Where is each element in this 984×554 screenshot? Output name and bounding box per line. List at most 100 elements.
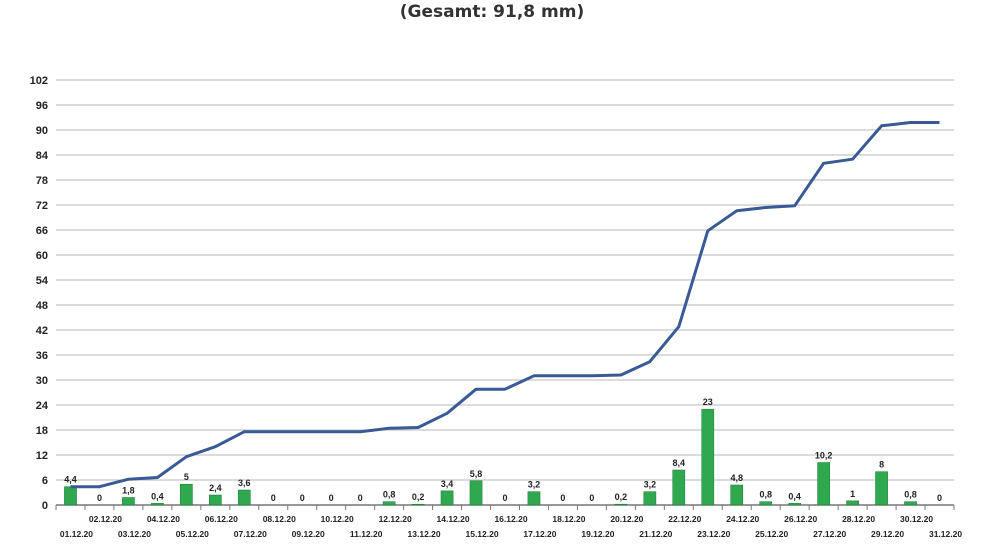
rain-bar (846, 500, 859, 506)
x-tick-label: 03.12.20 (118, 529, 151, 539)
y-tick-label: 96 (36, 100, 48, 112)
cumulative-line-path (70, 121, 940, 489)
rain-bar (64, 486, 77, 506)
rain-bar (440, 490, 454, 506)
x-tick-label: 08.12.20 (263, 514, 296, 524)
x-tick-label: 22.12.20 (668, 514, 701, 524)
rain-bar (759, 501, 773, 506)
x-tick-label: 21.12.20 (639, 529, 672, 539)
y-tick-label: 60 (36, 250, 48, 262)
rain-bar (788, 503, 802, 506)
x-tick-label: 23.12.20 (697, 529, 730, 539)
x-tick-label: 19.12.20 (581, 529, 614, 539)
bar-value-label: 5,8 (470, 469, 483, 479)
x-tick-label: 17.12.20 (523, 529, 556, 539)
daily-bars (64, 408, 917, 506)
rain-bar (382, 501, 396, 506)
y-tick-label: 78 (36, 175, 48, 187)
rain-bar (411, 503, 425, 506)
bar-value-label: 3,4 (441, 479, 454, 489)
bar-value-label: 0,2 (615, 492, 628, 502)
x-tick-label: 30.12.20 (900, 514, 933, 524)
y-tick-label: 66 (36, 225, 48, 237)
x-tick-label: 07.12.20 (234, 529, 267, 539)
y-tick-label: 6 (42, 475, 48, 487)
x-tick-label: 25.12.20 (755, 529, 788, 539)
rain-bar (817, 462, 830, 506)
rain-bar (237, 489, 251, 506)
bar-value-label: 3,2 (528, 480, 541, 490)
bar-value-label: 2,4 (209, 483, 222, 493)
bar-value-label: 0,2 (412, 492, 425, 502)
x-tick-label: 20.12.20 (610, 514, 643, 524)
x-tick-label: 06.12.20 (205, 514, 238, 524)
rain-bar (469, 480, 483, 506)
x-axis: 01.12.20 02.12.20 03.12.20 04.12.20 05.12.20… (55, 505, 962, 539)
bar-value-label: 3,6 (238, 478, 251, 488)
y-tick-label: 72 (36, 200, 48, 212)
bar-value-label: 0 (502, 493, 507, 503)
bar-value-label: 1 (850, 489, 855, 499)
x-tick-label: 29.12.20 (871, 529, 904, 539)
rain-bar (208, 494, 222, 506)
rain-bar (672, 469, 686, 506)
chart-subtitle: (Gesamt: 91,8 mm) (399, 2, 585, 22)
bar-value-label: 0,8 (759, 490, 772, 500)
y-tick-label: 36 (36, 350, 48, 362)
x-tick-label: 12.12.20 (379, 514, 412, 524)
bar-value-label: 0,8 (904, 490, 917, 500)
bar-value-label: 10,2 (815, 451, 833, 461)
rain-bar (701, 408, 715, 506)
bar-value-label: 0 (97, 493, 102, 503)
y-tick-label: 84 (36, 150, 49, 162)
y-tick-label: 48 (36, 300, 48, 312)
bar-value-label: 4,8 (730, 473, 743, 483)
bar-value-label: 3,2 (644, 480, 657, 490)
bar-value-label: 4,4 (64, 475, 77, 485)
x-tick-label: 05.12.20 (176, 529, 209, 539)
y-tick-label: 54 (36, 275, 49, 287)
y-tick-label: 18 (36, 425, 48, 437)
bar-value-label: 0 (271, 493, 276, 503)
x-tick-label: 18.12.20 (552, 514, 585, 524)
x-tick-label: 31.12.20 (929, 529, 962, 539)
y-tick-label: 24 (36, 400, 49, 412)
bar-value-label: 5 (184, 472, 189, 482)
x-tick-label: 09.12.20 (292, 529, 325, 539)
y-tick-label: 102 (30, 75, 48, 87)
x-tick-label: 28.12.20 (842, 514, 875, 524)
rain-bar (527, 491, 541, 506)
x-tick-label: 26.12.20 (784, 514, 817, 524)
bar-value-label: 1,8 (122, 486, 135, 496)
x-tick-label: 15.12.20 (465, 529, 498, 539)
x-tick-label: 10.12.20 (321, 514, 354, 524)
bar-value-label: 0,8 (383, 490, 396, 500)
bar-value-labels: 4,4 0 1,8 0,4 5 2,4 3,6 0 0 0 0 0,8 0,2 3,4 5,8 0 3,2 0 0 0… (64, 397, 942, 503)
rain-bar (643, 491, 657, 506)
y-tick-label: 30 (36, 375, 48, 387)
cumulative-line (70, 121, 940, 489)
x-tick-label: 16.12.20 (494, 514, 527, 524)
y-tick-label: 42 (36, 325, 48, 337)
rain-bar (730, 484, 744, 506)
rain-bar (904, 501, 917, 506)
x-tick-label: 13.12.20 (408, 529, 441, 539)
bar-value-label: 8,4 (673, 458, 686, 468)
bar-value-label: 0 (937, 493, 942, 503)
grid-lines (56, 79, 954, 506)
x-tick-label: 11.12.20 (350, 529, 383, 539)
rain-bar (122, 497, 135, 506)
x-tick-label: 14.12.20 (437, 514, 470, 524)
bar-value-label: 0,4 (151, 491, 164, 501)
bar-value-label: 0 (358, 493, 363, 503)
bar-value-label: 8 (879, 460, 884, 470)
y-tick-label: 0 (42, 500, 48, 512)
x-tick-label: 24.12.20 (726, 514, 759, 524)
x-tick-label: 04.12.20 (147, 514, 180, 524)
x-tick-label: 02.12.20 (89, 514, 122, 524)
y-axis: 0 6 12 18 24 30 36 42 48 54 60 66 72 78 84 90 96 102 (30, 75, 49, 512)
rain-bar (180, 483, 193, 506)
rain-bar (151, 503, 164, 506)
x-tick-label: 27.12.20 (813, 529, 846, 539)
